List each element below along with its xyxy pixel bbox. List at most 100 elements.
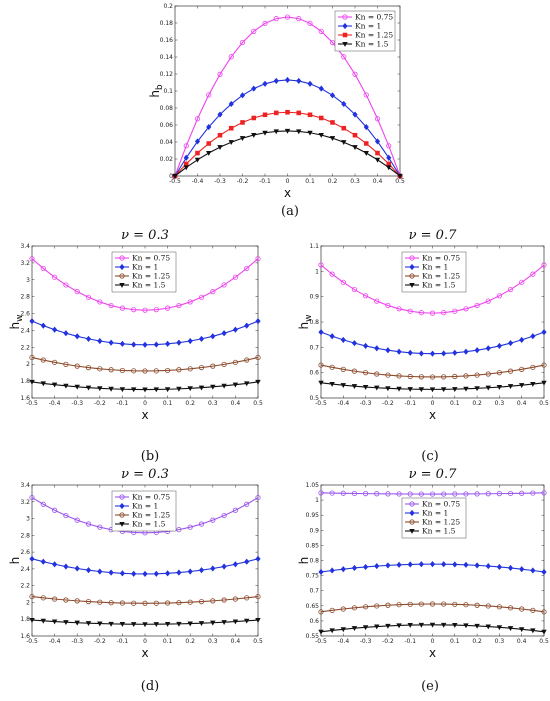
series-1 [29,256,261,313]
data-point [507,368,514,374]
x-tick-label: -0.3 [71,638,83,645]
data-point [52,326,58,333]
data-point [429,350,436,357]
data-point [29,354,35,361]
y-tick-label: 0.14 [160,54,174,61]
series-2 [318,329,547,357]
data-point [541,380,547,386]
legend-swatch-marker [409,273,415,279]
data-point [63,512,69,519]
data-point [474,491,480,497]
y-axis-label: h [8,557,22,565]
data-point [74,598,80,604]
data-point [165,367,171,374]
data-point [153,341,159,348]
data-point [198,335,205,342]
data-point [51,619,58,625]
data-point [97,621,103,627]
y-tick-label: 2.6 [20,549,30,556]
data-point [232,561,238,568]
y-axis-label: hw [297,315,314,330]
legend-entry: Kn = 1 [132,502,158,511]
x-tick-label: -0.2 [237,178,249,185]
data-point [63,330,69,337]
data-point [485,298,491,304]
data-point [165,570,171,577]
data-point [386,143,392,149]
data-point [194,157,201,163]
series-line [31,596,259,604]
series-3 [318,362,547,380]
data-point [341,100,347,108]
x-tick-label: -0.5 [169,178,181,185]
y-tick-label: 0.08 [160,105,174,112]
data-point [463,386,469,392]
data-point [329,271,335,277]
y-tick-label: 0.7 [309,588,319,595]
data-point [407,349,413,356]
data-point [351,626,358,632]
legend-entry: Kn = 1.5 [422,281,456,290]
series-3 [29,354,261,374]
data-point [240,120,245,125]
series-line [320,492,545,495]
data-point [63,282,69,288]
data-point [318,380,324,386]
data-point [74,620,80,626]
data-point [329,490,335,496]
data-point [40,381,47,387]
data-point [239,92,246,99]
data-point [418,310,424,316]
data-point [474,623,480,629]
y-tick-label: 2.8 [20,294,30,301]
y-tick-label: 3 [26,277,30,284]
data-point [198,294,205,300]
data-point [131,570,137,577]
legend-swatch-marker [119,282,125,288]
x-tick-label: -0.4 [337,638,349,645]
data-point [396,602,402,608]
data-point [85,599,92,605]
series-2 [29,318,261,348]
data-point [385,491,391,497]
data-point [176,569,182,576]
data-point [452,373,458,380]
data-point [452,561,458,568]
data-point [318,568,324,576]
y-tick-label: 1.8 [20,616,30,623]
data-point [352,132,358,138]
data-point [29,593,35,600]
x-axis-label: x [429,646,436,660]
data-point [221,282,227,288]
y-axis-label-main: h [8,322,22,330]
data-point [176,302,182,309]
data-point [108,621,114,627]
data-point [385,302,391,309]
data-point [142,387,148,393]
legend-swatch-marker [119,494,125,500]
data-point [530,381,536,387]
y-axis-label-subscript: b [155,84,165,90]
x-tick-label: 0.5 [395,178,405,185]
x-axis-label: x [429,408,436,422]
data-point [341,140,347,146]
data-point [183,143,189,149]
data-point [374,298,380,304]
data-point [386,154,392,161]
series-4 [29,379,261,393]
data-point [165,340,171,347]
data-point [251,28,257,34]
data-point [474,302,480,309]
x-tick-label: 0.3 [208,400,218,407]
data-point [396,386,402,392]
data-point [108,339,114,346]
y-tick-label: 1.8 [20,378,30,385]
data-point [452,491,458,497]
data-point [232,596,238,602]
legend-swatch-marker [119,255,125,261]
data-point [183,165,189,171]
x-tick-label: -0.4 [337,400,349,407]
x-tick-label: -0.3 [71,400,83,407]
y-tick-label: 0.16 [160,37,174,44]
data-point [198,599,205,605]
